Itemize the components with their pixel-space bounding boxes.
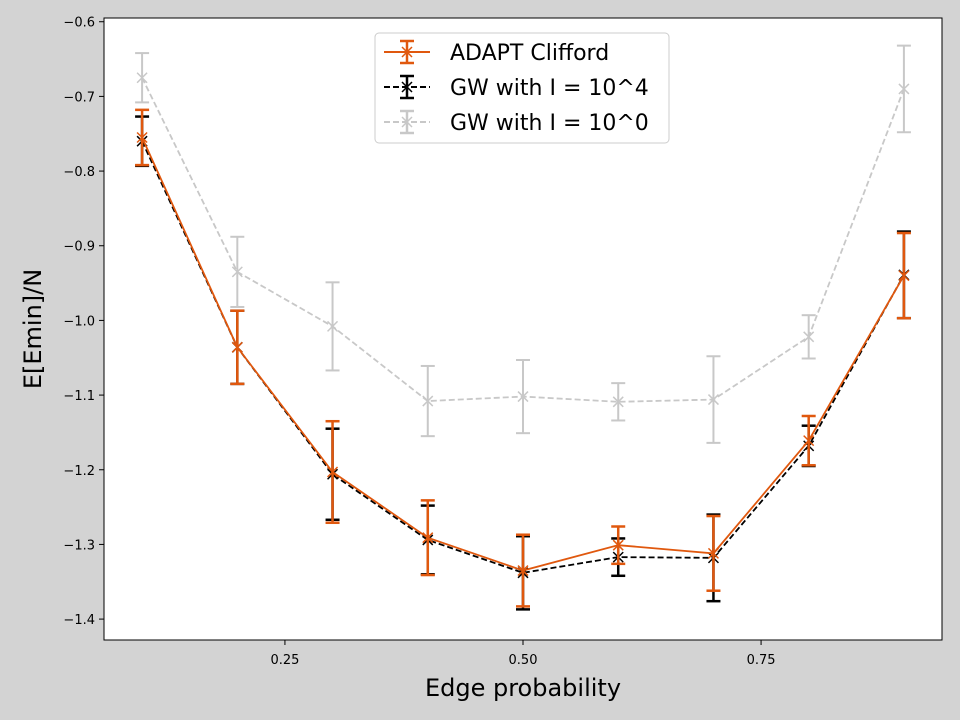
legend-entry: ADAPT Clifford bbox=[384, 39, 609, 66]
y-axis-title: E[Emin]/N bbox=[19, 269, 47, 389]
x-tick-label: 0.25 bbox=[270, 653, 299, 668]
x-axis-title: Edge probability bbox=[425, 674, 621, 702]
data-point bbox=[327, 320, 339, 332]
data-point bbox=[517, 391, 529, 403]
legend-entry: GW with I = 10^4 bbox=[384, 74, 649, 101]
legend-label: ADAPT Clifford bbox=[450, 41, 609, 66]
data-point bbox=[612, 396, 624, 408]
data-point bbox=[231, 341, 243, 353]
y-axis: −0.6 −0.7 −0.8 −0.9 −1.0 −1.1 −1.2 −1.3 −1.4 bbox=[63, 16, 104, 628]
y-tick-label: −1.0 bbox=[63, 314, 95, 329]
legend-label: GW with I = 10^0 bbox=[450, 111, 649, 136]
legend-label: GW with I = 10^4 bbox=[450, 76, 649, 101]
data-point bbox=[803, 331, 815, 343]
data-point bbox=[136, 131, 148, 144]
y-tick-label: −1.2 bbox=[63, 464, 95, 479]
data-point bbox=[803, 435, 815, 447]
y-tick-label: −1.4 bbox=[63, 613, 95, 628]
series-layer bbox=[135, 44, 911, 611]
legend: ADAPT Clifford GW with I = 10^4 GW with I … bbox=[374, 32, 670, 144]
data-point bbox=[707, 547, 719, 559]
data-point bbox=[231, 266, 243, 278]
legend-entries: ADAPT Clifford GW with I = 10^4 GW with I … bbox=[384, 39, 649, 136]
legend-entry: GW with I = 10^0 bbox=[384, 109, 649, 136]
legend-marker bbox=[401, 81, 413, 93]
legend-box bbox=[374, 32, 670, 144]
data-point bbox=[898, 270, 910, 282]
data-point bbox=[136, 72, 148, 84]
y-tick-label: −1.1 bbox=[63, 389, 95, 404]
y-tick-label: −0.7 bbox=[63, 90, 95, 105]
y-tick-label: −1.3 bbox=[63, 538, 95, 553]
y-tick-label: −0.9 bbox=[63, 240, 95, 255]
data-point bbox=[422, 395, 434, 407]
data-point bbox=[707, 394, 719, 406]
data-point bbox=[898, 83, 910, 95]
data-point bbox=[612, 539, 624, 551]
series-2 bbox=[135, 108, 911, 608]
series-0 bbox=[135, 44, 911, 444]
data-point bbox=[422, 532, 434, 544]
legend-marker bbox=[401, 46, 413, 58]
legend-marker bbox=[401, 116, 413, 128]
y-tick-label: −0.8 bbox=[63, 165, 95, 180]
x-tick-label: 0.50 bbox=[509, 653, 538, 668]
x-tick-label: 0.75 bbox=[747, 653, 776, 668]
data-point bbox=[517, 565, 529, 577]
data-point bbox=[327, 466, 339, 478]
x-axis: 0.25 0.50 0.75 bbox=[270, 640, 776, 668]
y-tick-label: −0.6 bbox=[63, 16, 95, 31]
